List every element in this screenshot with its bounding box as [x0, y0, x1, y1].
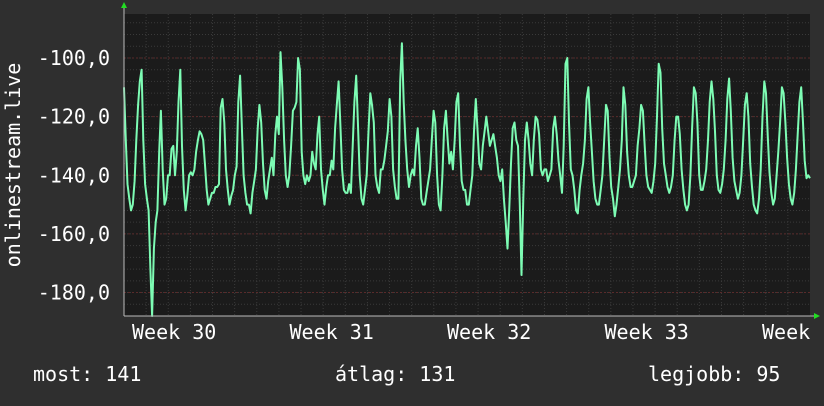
legend-legjobb-value: 95 — [756, 362, 781, 386]
legend-most: most: 141 — [33, 362, 141, 386]
legend-legjobb-label: legjobb: — [648, 362, 745, 386]
x-tick-label: Week 32 — [447, 320, 531, 344]
legend-legjobb: legjobb: 95 — [648, 362, 780, 386]
y-tick-label: -100,0 — [38, 46, 110, 70]
legend-atlag-value: 131 — [419, 362, 456, 386]
y-axis-label: onlinestream.live — [1, 63, 25, 268]
legend-most-value: 141 — [105, 362, 142, 386]
x-tick-label: Week 31 — [290, 320, 374, 344]
legend-most-label: most: — [33, 362, 94, 386]
x-axis-arrow-icon — [814, 313, 820, 319]
y-tick-label: -120,0 — [38, 105, 110, 129]
y-tick-label: -140,0 — [38, 163, 110, 187]
y-axis-arrow-icon — [121, 2, 127, 8]
series-layer — [123, 42, 811, 317]
legend-atlag: átlag: 131 — [335, 362, 455, 386]
x-tick-label: Week — [762, 320, 810, 344]
y-tick-label: -160,0 — [38, 222, 110, 246]
axes: -100,0 -120,0 -140,0 -160,0 -180,0 Week 30 Wee… — [38, 2, 820, 344]
legend-row: most: 141 átlag: 131 legjobb: 95 — [0, 360, 824, 390]
x-tick-label: Week 30 — [132, 320, 216, 344]
y-tick-label: -180,0 — [38, 281, 110, 305]
x-tick-label: Week 33 — [605, 320, 689, 344]
legend-atlag-label: átlag: — [335, 362, 408, 386]
series-line-0 — [123, 42, 811, 317]
plot-area — [124, 14, 810, 316]
